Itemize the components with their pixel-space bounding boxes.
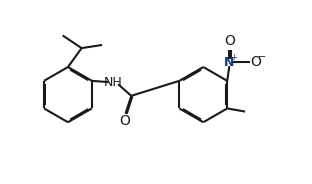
Text: O: O (224, 34, 235, 48)
Text: O: O (250, 55, 261, 69)
Text: +: + (230, 53, 237, 62)
Text: NH: NH (104, 76, 123, 89)
Text: N: N (224, 56, 235, 69)
Text: O: O (119, 114, 130, 128)
Text: −: − (258, 52, 266, 62)
